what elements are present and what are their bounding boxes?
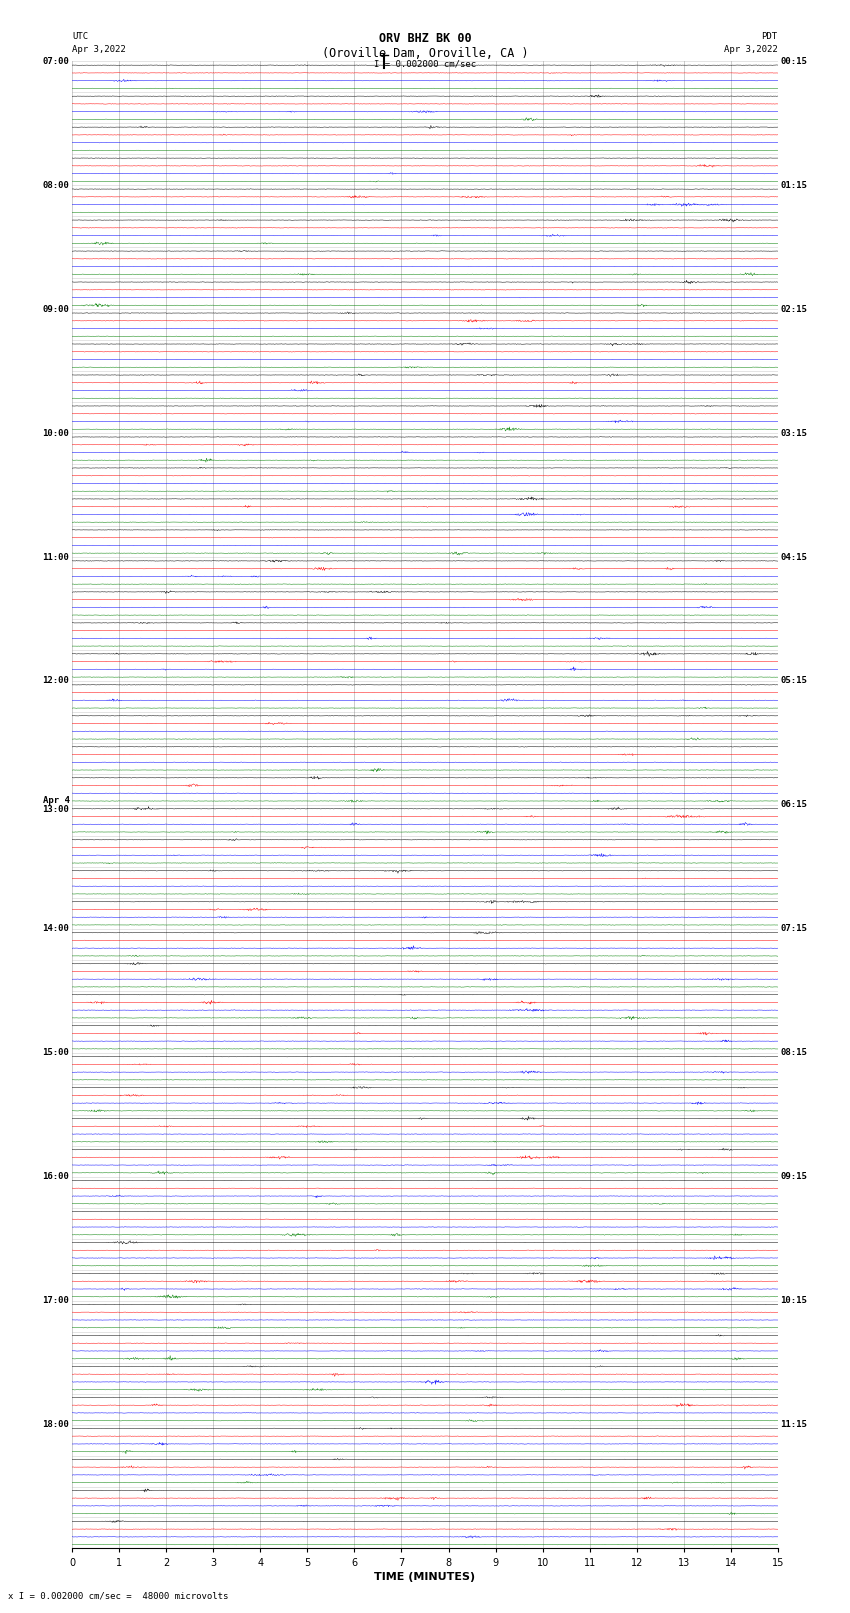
Text: ORV BHZ BK 00: ORV BHZ BK 00 [379, 32, 471, 45]
Text: 12:00: 12:00 [42, 676, 70, 686]
Text: 03:15: 03:15 [780, 429, 808, 437]
Text: 09:15: 09:15 [780, 1173, 808, 1181]
Text: 13:00: 13:00 [42, 805, 70, 815]
Text: 11:00: 11:00 [42, 553, 70, 561]
Text: 09:00: 09:00 [42, 305, 70, 313]
Text: 07:00: 07:00 [42, 56, 70, 66]
Text: 11:15: 11:15 [780, 1419, 808, 1429]
Text: 00:15: 00:15 [780, 56, 808, 66]
Text: 08:15: 08:15 [780, 1048, 808, 1057]
Text: PDT: PDT [762, 32, 778, 42]
Text: 10:15: 10:15 [780, 1297, 808, 1305]
Text: x I = 0.002000 cm/sec =  48000 microvolts: x I = 0.002000 cm/sec = 48000 microvolts [8, 1590, 229, 1600]
Text: Apr 3,2022: Apr 3,2022 [72, 45, 126, 55]
Text: 01:15: 01:15 [780, 181, 808, 190]
Text: 06:15: 06:15 [780, 800, 808, 810]
X-axis label: TIME (MINUTES): TIME (MINUTES) [375, 1571, 475, 1582]
Text: I = 0.002000 cm/sec: I = 0.002000 cm/sec [374, 60, 476, 69]
Text: (Oroville Dam, Oroville, CA ): (Oroville Dam, Oroville, CA ) [321, 47, 529, 60]
Text: Apr 4: Apr 4 [42, 795, 70, 805]
Text: 05:15: 05:15 [780, 676, 808, 686]
Text: 16:00: 16:00 [42, 1173, 70, 1181]
Text: 02:15: 02:15 [780, 305, 808, 313]
Text: 07:15: 07:15 [780, 924, 808, 934]
Text: Apr 3,2022: Apr 3,2022 [724, 45, 778, 55]
Text: 15:00: 15:00 [42, 1048, 70, 1057]
Text: 10:00: 10:00 [42, 429, 70, 437]
Text: 17:00: 17:00 [42, 1297, 70, 1305]
Text: 08:00: 08:00 [42, 181, 70, 190]
Text: 04:15: 04:15 [780, 553, 808, 561]
Text: UTC: UTC [72, 32, 88, 42]
Text: 18:00: 18:00 [42, 1419, 70, 1429]
Text: 14:00: 14:00 [42, 924, 70, 934]
